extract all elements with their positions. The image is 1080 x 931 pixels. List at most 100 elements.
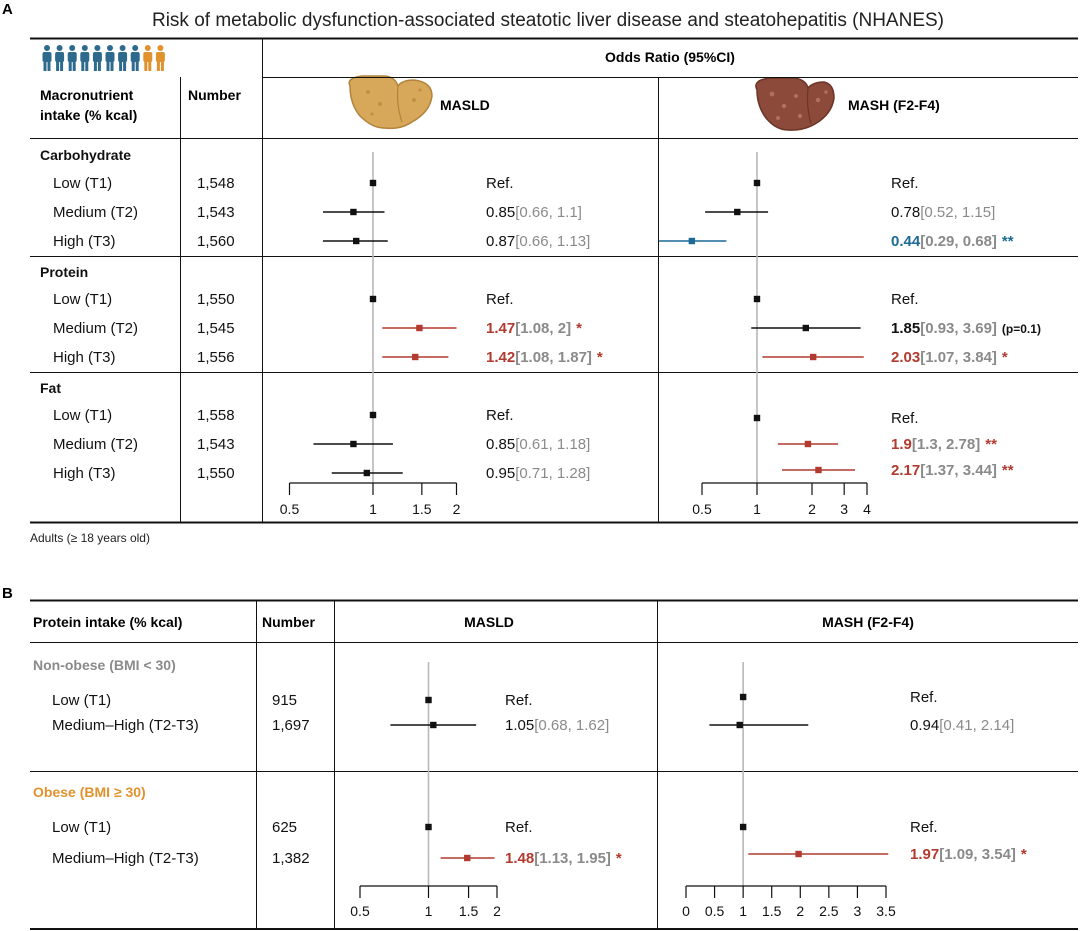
people-icons: [42, 45, 165, 71]
or-value: 1.48: [505, 850, 534, 867]
a-mash-f2-f4-or-text: 2.17[1.37, 3.44] **: [891, 462, 1014, 479]
person-leg: [131, 61, 135, 71]
or-value: Ref.: [505, 692, 533, 709]
a-masld-point-estimate: [369, 295, 377, 303]
a-mash-f2-f4-point-estimate: [753, 295, 761, 303]
person-icon: [155, 45, 165, 71]
masld-header: MASLD: [440, 97, 490, 113]
row-label: High (T3): [53, 465, 116, 482]
person-leg: [68, 61, 72, 71]
b-mash-f2-f4-or-text: 0.94[0.41, 2.14]: [910, 717, 1014, 734]
person-leg: [156, 61, 160, 71]
a-mash-f2-f4-point-estimate: [688, 237, 696, 245]
ci-value: [0.52, 1.15]: [920, 204, 995, 221]
panel-a-letter: A: [2, 1, 13, 18]
significance-marker: **: [1002, 462, 1014, 479]
row-number: 625: [272, 819, 297, 836]
ci-value: [0.93, 3.69]: [920, 320, 997, 337]
a-mash-f2-f4-or-text: Ref.: [891, 410, 919, 427]
ci-value: [0.66, 1.1]: [515, 204, 582, 221]
liver-masld-icon: [348, 75, 433, 130]
b-mash-f2-f4-point-estimate: [739, 693, 747, 701]
person-body: [105, 52, 115, 62]
person-body: [80, 52, 90, 62]
a-masld-or-text: 0.95[0.71, 1.28]: [486, 465, 590, 482]
a-mash-f2-f4-point-estimate: [734, 208, 741, 216]
masld-header-b: MASLD: [464, 614, 514, 630]
person-leg: [60, 61, 64, 71]
person-leg: [144, 61, 148, 71]
row-label: Medium–High (T2-T3): [52, 850, 199, 867]
person-leg: [43, 61, 47, 71]
a-masld-tick-label: 2: [453, 501, 461, 517]
or-value: Ref.: [891, 291, 919, 308]
row-label: High (T3): [53, 233, 116, 250]
significance-marker: *: [576, 320, 582, 337]
a-masld-tick-label: 1.5: [412, 501, 432, 517]
person-leg: [119, 61, 123, 71]
a-masld-point-estimate: [369, 411, 377, 419]
person-head: [69, 45, 76, 51]
row-number: 1,548: [197, 175, 235, 192]
a-mash-f2-f4-point-estimate: [753, 414, 761, 422]
col-header-macronutrient: Macronutrient intake (% kcal): [40, 87, 137, 123]
a-masld-or-text: 0.87[0.66, 1.13]: [486, 233, 590, 250]
panel-a-title: Risk of metabolic dysfunction-associated…: [152, 10, 944, 31]
a-masld-point-estimate: [353, 237, 360, 245]
person-leg: [160, 61, 164, 71]
b-mash-f2-f4-point-estimate: [795, 850, 802, 858]
b-mash-f2-f4-or-text: Ref.: [910, 689, 938, 706]
group-label: Protein: [40, 264, 88, 280]
ci-value: [0.61, 1.18]: [515, 436, 590, 453]
row-number: 1,560: [197, 233, 235, 250]
person-body: [55, 52, 65, 62]
person-leg: [97, 61, 101, 71]
b-mash-f2-f4-tick-label: 0: [682, 903, 690, 919]
significance-marker: **: [985, 436, 997, 453]
ci-value: [1.13, 1.95]: [534, 850, 611, 867]
row-label: Low (T1): [53, 291, 112, 308]
or-value: 1.9: [891, 436, 912, 453]
b-mash-f2-f4-tick-label: 1: [739, 903, 747, 919]
mash-header-b: MASH (F2-F4): [822, 614, 914, 630]
row-number: 1,550: [197, 291, 235, 308]
row-label: Medium–High (T2-T3): [52, 717, 199, 734]
a-mash-f2-f4-or-text: 2.03[1.07, 3.84] *: [891, 349, 1008, 366]
or-value: Ref.: [910, 819, 938, 836]
row-number: 1,545: [197, 320, 235, 337]
panel-b-letter: B: [2, 585, 13, 602]
person-icon: [42, 45, 52, 71]
mash-header: MASH (F2-F4): [848, 97, 940, 113]
a-mash-f2-f4-point-estimate: [809, 353, 817, 361]
group-label: Fat: [40, 380, 61, 396]
b-masld-or-text: 1.05[0.68, 1.62]: [505, 717, 609, 734]
row-label: Medium (T2): [53, 436, 138, 453]
person-head: [157, 45, 164, 51]
table-lines: [30, 37, 1078, 930]
significance-marker: *: [1021, 846, 1027, 863]
a-masld-or-text: Ref.: [486, 291, 514, 308]
person-leg: [93, 61, 97, 71]
col-header-protein: Protein intake (% kcal): [33, 614, 182, 630]
b-masld-point-estimate: [430, 721, 437, 729]
b-masld-tick-label: 1: [425, 903, 433, 919]
person-body: [155, 52, 165, 62]
a-masld-or-text: Ref.: [486, 407, 514, 424]
b-masld-tick-label: 1.5: [459, 903, 479, 919]
or-value: 1.97: [910, 846, 939, 863]
a-masld-point-estimate: [416, 324, 423, 332]
forest-plot-dynamic: 0.5 1 1.5 2 Carbohydrate Low (T1) 1,548 Ref. Med…: [33, 147, 1041, 919]
b-mash-f2-f4-tick-label: 3.5: [876, 903, 896, 919]
significance-marker: (p=0.1): [1002, 322, 1041, 336]
person-head: [44, 45, 50, 51]
b-mash-f2-f4-tick-label: 3: [854, 903, 862, 919]
a-mash-f2-f4-tick-label: 0.5: [692, 501, 712, 517]
person-head: [119, 45, 126, 51]
a-mash-f2-f4-point-estimate: [815, 466, 822, 474]
b-mash-f2-f4-tick-label: 2: [796, 903, 804, 919]
or-value: 1.85: [891, 320, 920, 337]
or-value: Ref.: [910, 689, 938, 706]
group-label: Obese (BMI ≥ 30): [33, 784, 146, 800]
person-body: [92, 52, 102, 62]
person-icon: [67, 45, 77, 71]
